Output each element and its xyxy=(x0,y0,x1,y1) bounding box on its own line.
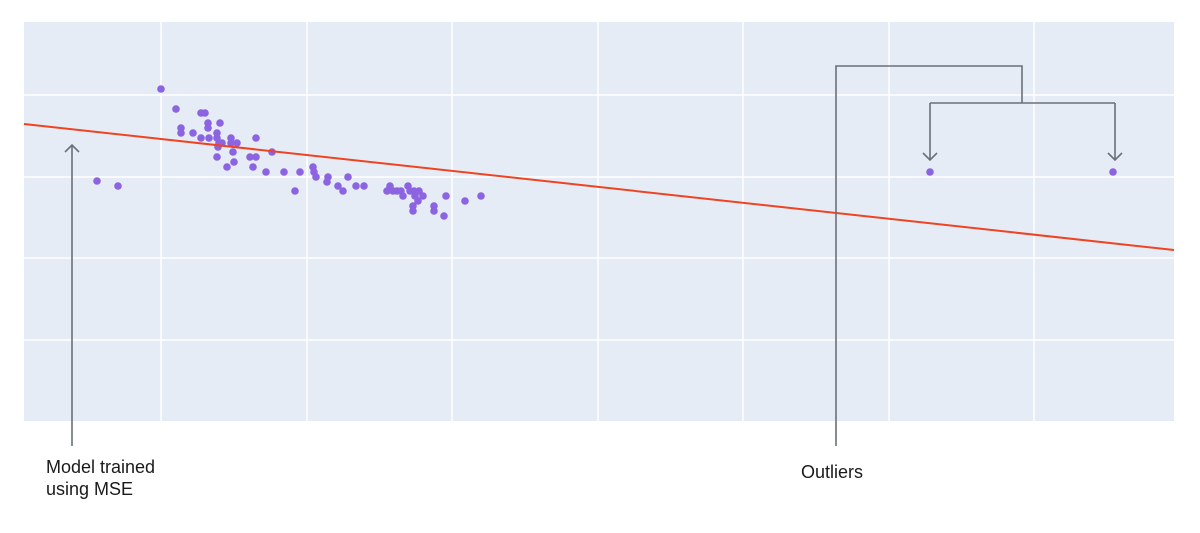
outlier-point xyxy=(1109,168,1117,176)
data-point xyxy=(233,139,241,147)
data-point xyxy=(339,187,347,195)
data-point xyxy=(213,153,221,161)
data-point xyxy=(344,173,352,181)
arrow-down-icon xyxy=(922,152,938,162)
arrow-down-icon xyxy=(1107,152,1123,162)
data-point xyxy=(252,153,260,161)
data-point xyxy=(414,197,422,205)
outliers-bracket-line xyxy=(835,65,1023,446)
mse-regression-line xyxy=(23,123,1175,251)
data-point xyxy=(205,134,213,142)
annotation-arrows xyxy=(64,65,1123,446)
data-point xyxy=(197,134,205,142)
data-point xyxy=(114,182,122,190)
data-point xyxy=(312,173,320,181)
data-point xyxy=(172,105,180,113)
data-point xyxy=(440,212,448,220)
outlier-points xyxy=(926,168,1117,176)
data-point xyxy=(246,153,254,161)
data-point xyxy=(177,129,185,137)
data-point xyxy=(204,124,212,132)
data-point xyxy=(262,168,270,176)
data-point xyxy=(252,134,260,142)
data-point xyxy=(227,139,235,147)
data-point xyxy=(93,177,101,185)
plot-area xyxy=(24,22,1174,421)
data-point xyxy=(461,197,469,205)
data-point xyxy=(229,148,237,156)
data-point xyxy=(419,192,427,200)
data-point xyxy=(352,182,360,190)
data-point xyxy=(323,178,331,186)
data-point xyxy=(477,192,485,200)
outlier-point xyxy=(926,168,934,176)
data-point xyxy=(189,129,197,137)
data-point xyxy=(360,182,368,190)
data-point xyxy=(399,192,407,200)
gridlines xyxy=(24,22,1174,421)
data-point xyxy=(157,85,165,93)
data-point xyxy=(249,163,257,171)
data-point xyxy=(280,168,288,176)
data-point xyxy=(334,182,342,190)
data-point xyxy=(291,187,299,195)
data-point xyxy=(409,207,417,215)
data-point xyxy=(201,109,209,117)
data-point xyxy=(296,168,304,176)
data-point xyxy=(442,192,450,200)
arrow-up-icon xyxy=(64,143,80,153)
data-point xyxy=(223,163,231,171)
annotation-label-outliers: Outliers xyxy=(801,462,864,482)
data-point xyxy=(230,158,238,166)
data-point xyxy=(430,207,438,215)
data-point xyxy=(216,119,224,127)
annotation-label-mse: Model trained using MSE xyxy=(46,457,156,499)
